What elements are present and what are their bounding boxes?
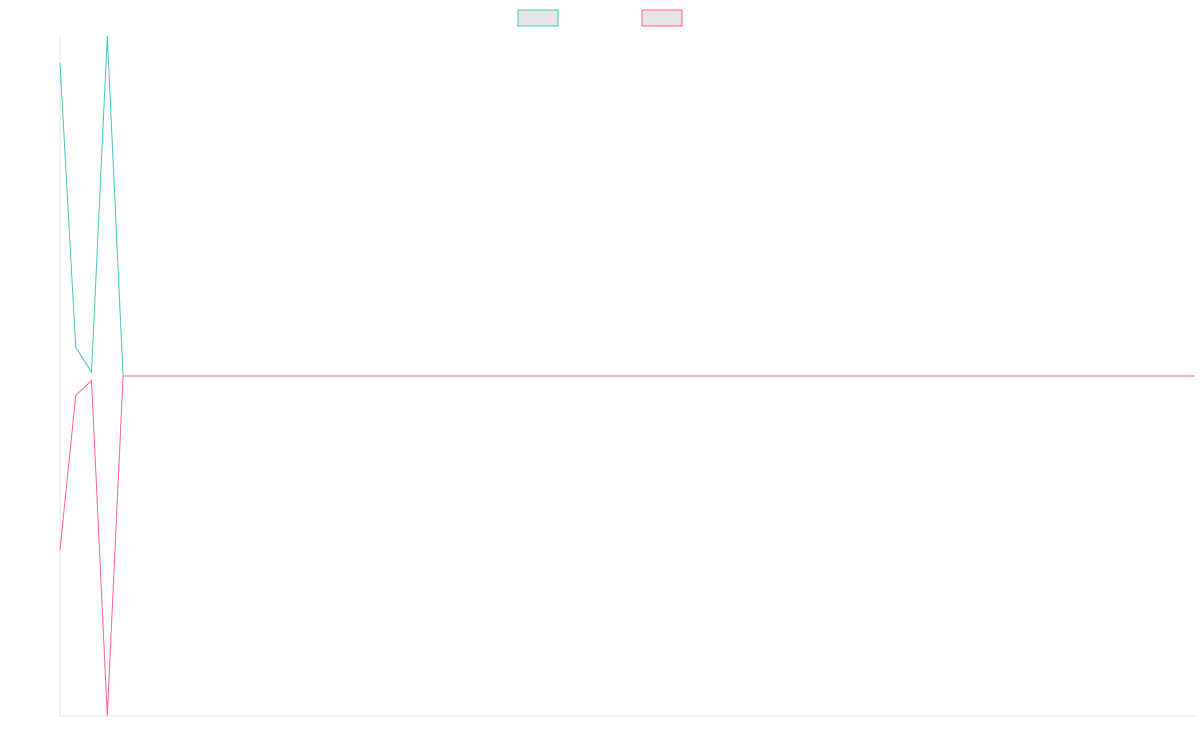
series-line-2 — [59, 375, 1195, 717]
legend-swatch-series-2[interactable] — [641, 9, 683, 27]
series-line-1 — [59, 35, 1195, 377]
legend-swatch-series-1[interactable] — [517, 9, 559, 27]
chart-axes — [59, 36, 1195, 717]
chart-legend[interactable] — [517, 9, 683, 27]
plot-area — [59, 35, 1195, 717]
